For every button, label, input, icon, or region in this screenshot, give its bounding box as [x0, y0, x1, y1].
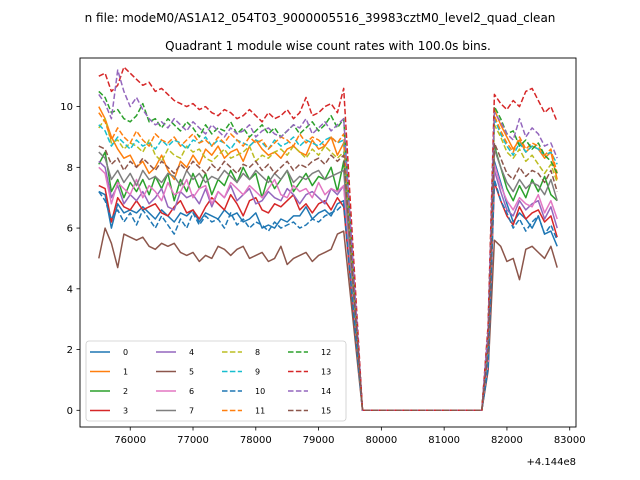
series-line-14	[98, 69, 558, 412]
series-line-15	[98, 142, 558, 412]
legend-label-8: 8	[255, 348, 260, 357]
legend-label-12: 12	[321, 348, 331, 357]
y-tick-label: 8	[67, 163, 73, 174]
series-line-12	[98, 90, 558, 412]
legend-label-0: 0	[123, 348, 128, 357]
y-tick-label: 6	[67, 224, 73, 235]
series-line-7	[98, 148, 558, 412]
legend-label-2: 2	[123, 387, 128, 396]
series-line-4	[98, 160, 558, 412]
figure-suptitle: n file: modeM0/AS1A12_054T03_9000005516_…	[85, 11, 556, 25]
legend-label-4: 4	[189, 348, 194, 357]
legend-label-15: 15	[321, 407, 331, 416]
legend-label-5: 5	[189, 368, 194, 377]
axes-frame	[79, 57, 577, 428]
legend-label-14: 14	[321, 387, 331, 396]
legend-label-1: 1	[123, 368, 128, 377]
x-tick-label: 83000	[554, 435, 586, 446]
y-tick-label: 10	[60, 102, 73, 113]
series-line-6	[98, 163, 558, 412]
chart-title: Quadrant 1 module wise count rates with …	[165, 39, 491, 53]
legend-label-13: 13	[321, 368, 331, 377]
series-line-5	[98, 227, 558, 412]
series-line-13	[98, 66, 558, 412]
legend-label-11: 11	[255, 407, 265, 416]
x-axis-offset-label: +4.144e8	[526, 457, 576, 468]
x-tick-label: 80000	[365, 435, 397, 446]
y-tick-label: 0	[67, 406, 73, 417]
legend-label-9: 9	[255, 368, 260, 377]
series-line-1	[98, 106, 558, 412]
x-axis-ticks: 76000 77000 78000 79000 80000 81000 82000 83000	[114, 427, 586, 446]
legend-label-10: 10	[255, 387, 265, 396]
legend-box	[85, 340, 347, 422]
x-tick-label: 76000	[114, 435, 146, 446]
x-tick-label: 78000	[240, 435, 272, 446]
y-axis-ticks: 0 2 4 6 8 10	[60, 102, 80, 417]
series-line-8	[98, 117, 558, 412]
series-line-11	[98, 112, 558, 412]
plot-lines	[98, 66, 558, 412]
series-line-0	[98, 160, 558, 412]
series-line-10	[98, 178, 558, 412]
x-tick-label: 82000	[491, 435, 523, 446]
series-line-9	[98, 117, 558, 412]
x-tick-label: 79000	[303, 435, 335, 446]
legend-label-6: 6	[189, 387, 194, 396]
series-line-3	[98, 181, 558, 412]
x-tick-label: 77000	[177, 435, 209, 446]
x-tick-label: 81000	[428, 435, 460, 446]
legend-label-7: 7	[189, 407, 194, 416]
legend-label-3: 3	[123, 407, 128, 416]
y-tick-label: 4	[67, 284, 73, 295]
y-tick-label: 2	[67, 345, 73, 356]
